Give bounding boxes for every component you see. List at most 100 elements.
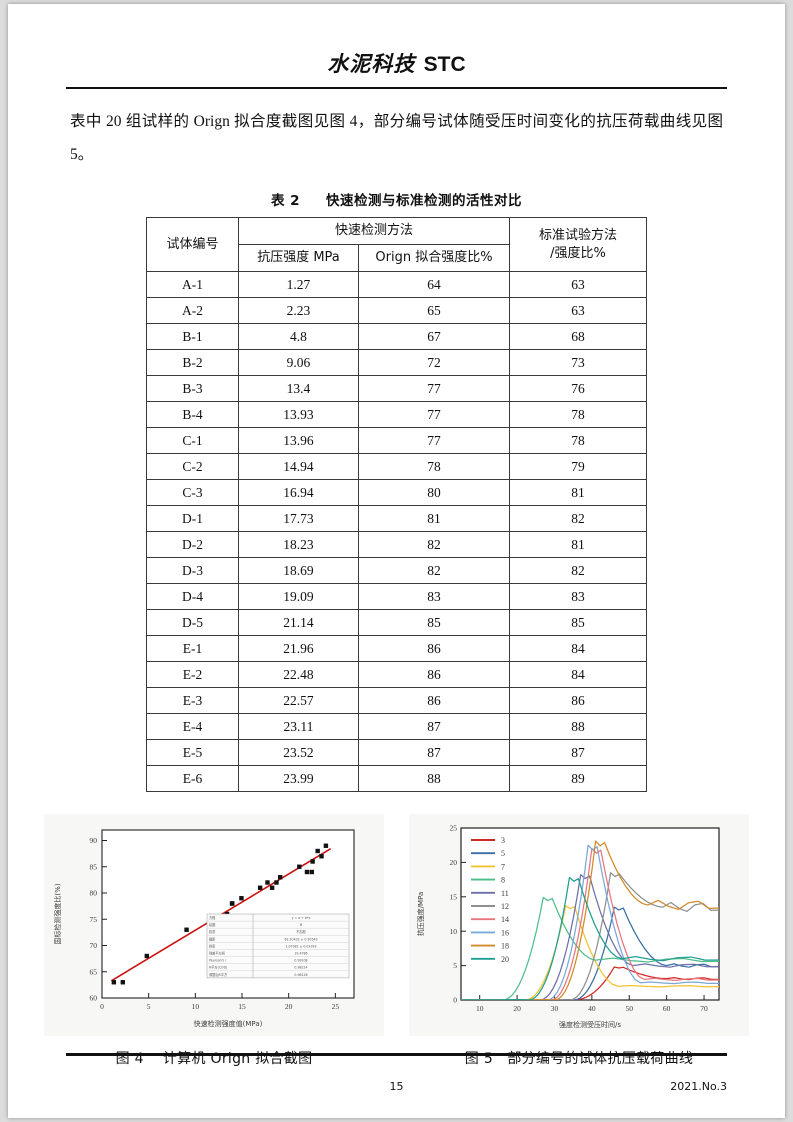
figure-4-caption: 图 4 计算机 Orign 拟合截图 — [44, 1048, 384, 1068]
header-standard-line1: 标准试验方法 — [538, 227, 617, 243]
svg-text:30: 30 — [551, 1004, 559, 1013]
figure-4-canvas: 60 65 70 75 80 85 90 0 5 10 15 20 25 方程 y = a + b*x 绘… — [44, 814, 384, 1036]
fig4-x-axis-ticks: 0 5 10 15 20 25 — [100, 993, 339, 1011]
cell-mpa: 21.14 — [237, 609, 359, 636]
series-line-12 — [461, 872, 719, 1000]
cell-ratio: 86 — [357, 635, 511, 662]
fig4-x-axis-label: 快速检测强度值(MPa) — [194, 1019, 263, 1028]
svg-text:5: 5 — [147, 1002, 151, 1011]
header-standard-method: 标准试验方法 /强度比% — [509, 217, 647, 272]
cell-ratio: 64 — [357, 271, 511, 298]
svg-text:残差平方和: 残差平方和 — [209, 951, 225, 956]
intro-paragraph: 表中 20 组试样的 Orign 拟合度截图见图 4，部分编号试体随受压时间变化… — [70, 113, 723, 163]
svg-text:60: 60 — [663, 1004, 671, 1013]
svg-text:20: 20 — [513, 1004, 521, 1013]
cell-mpa: 13.93 — [237, 401, 359, 428]
cell-std: 82 — [509, 505, 647, 532]
table-row: C-2 14.94 78 79 — [145, 453, 647, 480]
table-row: D-5 21.14 85 85 — [145, 609, 647, 636]
cell-ratio: 82 — [357, 531, 511, 558]
cell-mpa: 16.94 — [237, 479, 359, 506]
svg-text:20: 20 — [285, 1002, 293, 1011]
scatter-point — [315, 848, 320, 854]
scatter-point — [323, 843, 329, 848]
document-page: 水泥科技 STC 表中 20 组试样的 Orign 拟合度截图见图 4，部分编号… — [8, 4, 785, 1118]
cell-id: A-2 — [145, 297, 239, 324]
scatter-point — [274, 880, 279, 885]
legend-label-5: 5 — [501, 849, 505, 858]
cell-id: B-3 — [145, 375, 239, 402]
table-row: B-3 13.4 77 76 — [145, 375, 647, 402]
cell-mpa: 22.48 — [237, 661, 359, 688]
legend-label-11: 11 — [501, 889, 509, 898]
legend-label-20: 20 — [501, 955, 509, 964]
cell-id: D-4 — [145, 583, 239, 610]
scatter-point — [111, 980, 117, 985]
cell-id: E-1 — [145, 635, 239, 662]
cell-id: C-3 — [145, 479, 239, 506]
cell-id: D-5 — [145, 609, 239, 636]
table-row: E-1 21.96 86 84 — [145, 635, 647, 662]
table-caption-label: 表 2 — [270, 193, 301, 209]
cell-id: A-1 — [145, 271, 239, 298]
cell-mpa: 21.96 — [237, 635, 359, 662]
figure-5-block: 0 5 10 15 20 25 10 20 30 40 50 60 70 3 5 7 8 11 12 14 16 18… — [409, 814, 749, 1068]
svg-text:权重: 权重 — [209, 929, 216, 934]
figures-row: 60 65 70 75 80 85 90 0 5 10 15 20 25 方程 y = a + b*x 绘… — [44, 814, 749, 1068]
scatter-point — [269, 885, 275, 890]
scatter-point — [309, 869, 315, 875]
journal-masthead: 水泥科技 STC — [8, 4, 785, 78]
table-body: A-1 1.27 64 63 A-2 2.23 65 63 B-1 4.8 67 68 B-2 9.06 7… — [145, 271, 647, 792]
svg-text:调整后R平方: 调整后R平方 — [209, 972, 227, 977]
table-row: C-3 16.94 80 81 — [145, 479, 647, 506]
cell-id: B-4 — [145, 401, 239, 428]
svg-text:40: 40 — [588, 1004, 596, 1013]
svg-text:70: 70 — [700, 1004, 708, 1013]
svg-text:10: 10 — [450, 927, 458, 936]
scatter-point — [319, 854, 324, 859]
cell-ratio: 65 — [357, 297, 511, 324]
scatter-point — [297, 864, 302, 869]
table-row: E-5 23.52 87 87 — [145, 739, 647, 766]
svg-text:方程: 方程 — [209, 915, 216, 920]
series-line-7 — [461, 905, 719, 1000]
cell-mpa: 17.73 — [237, 505, 359, 532]
svg-text:19.4786: 19.4786 — [294, 952, 307, 956]
svg-text:绘图: 绘图 — [209, 922, 215, 927]
cell-std: 81 — [509, 531, 647, 558]
scatter-point — [310, 859, 315, 864]
svg-text:R平方(COD): R平方(COD) — [209, 965, 227, 970]
journal-title-en: STC — [423, 53, 466, 76]
cell-std: 84 — [509, 635, 647, 662]
figure-5-canvas: 0 5 10 15 20 25 10 20 30 40 50 60 70 3 5 7 8 11 12 14 16 18… — [409, 814, 749, 1036]
cell-std: 78 — [509, 427, 647, 454]
cell-std: 73 — [509, 349, 647, 376]
cell-ratio: 77 — [357, 427, 511, 454]
fig5-series-curves — [461, 840, 719, 1000]
legend-label-8: 8 — [501, 876, 505, 885]
cell-std: 68 — [509, 323, 647, 350]
legend-label-12: 12 — [501, 902, 509, 911]
cell-ratio: 77 — [357, 375, 511, 402]
cell-std: 85 — [509, 609, 647, 636]
cell-id: D-3 — [145, 557, 239, 584]
cell-ratio: 78 — [357, 453, 511, 480]
table-row: B-4 13.93 77 78 — [145, 401, 647, 428]
cell-ratio: 87 — [357, 739, 511, 766]
fig5-legend: 3 5 7 8 11 12 14 16 18 20 — [471, 836, 509, 964]
footer-rule — [66, 1053, 727, 1056]
table-row: B-1 4.8 67 68 — [145, 323, 647, 350]
table-row: E-3 22.57 86 86 — [145, 687, 647, 714]
svg-text:10: 10 — [476, 1004, 484, 1013]
cell-std: 83 — [509, 583, 647, 610]
fig4-y-axis-label: 国标检测强度比(%) — [53, 883, 62, 944]
table-caption: 表 2 快速检测与标准检测的活性对比 — [8, 189, 785, 209]
table-row: A-1 1.27 64 63 — [145, 271, 647, 298]
scatter-point — [230, 901, 235, 906]
cell-std: 82 — [509, 557, 647, 584]
table-header-row-1: 试体编号 快速检测方法 标准试验方法 /强度比% — [145, 217, 647, 272]
header-rule — [66, 87, 727, 89]
cell-std: 81 — [509, 479, 647, 506]
svg-text:0: 0 — [100, 1002, 104, 1011]
